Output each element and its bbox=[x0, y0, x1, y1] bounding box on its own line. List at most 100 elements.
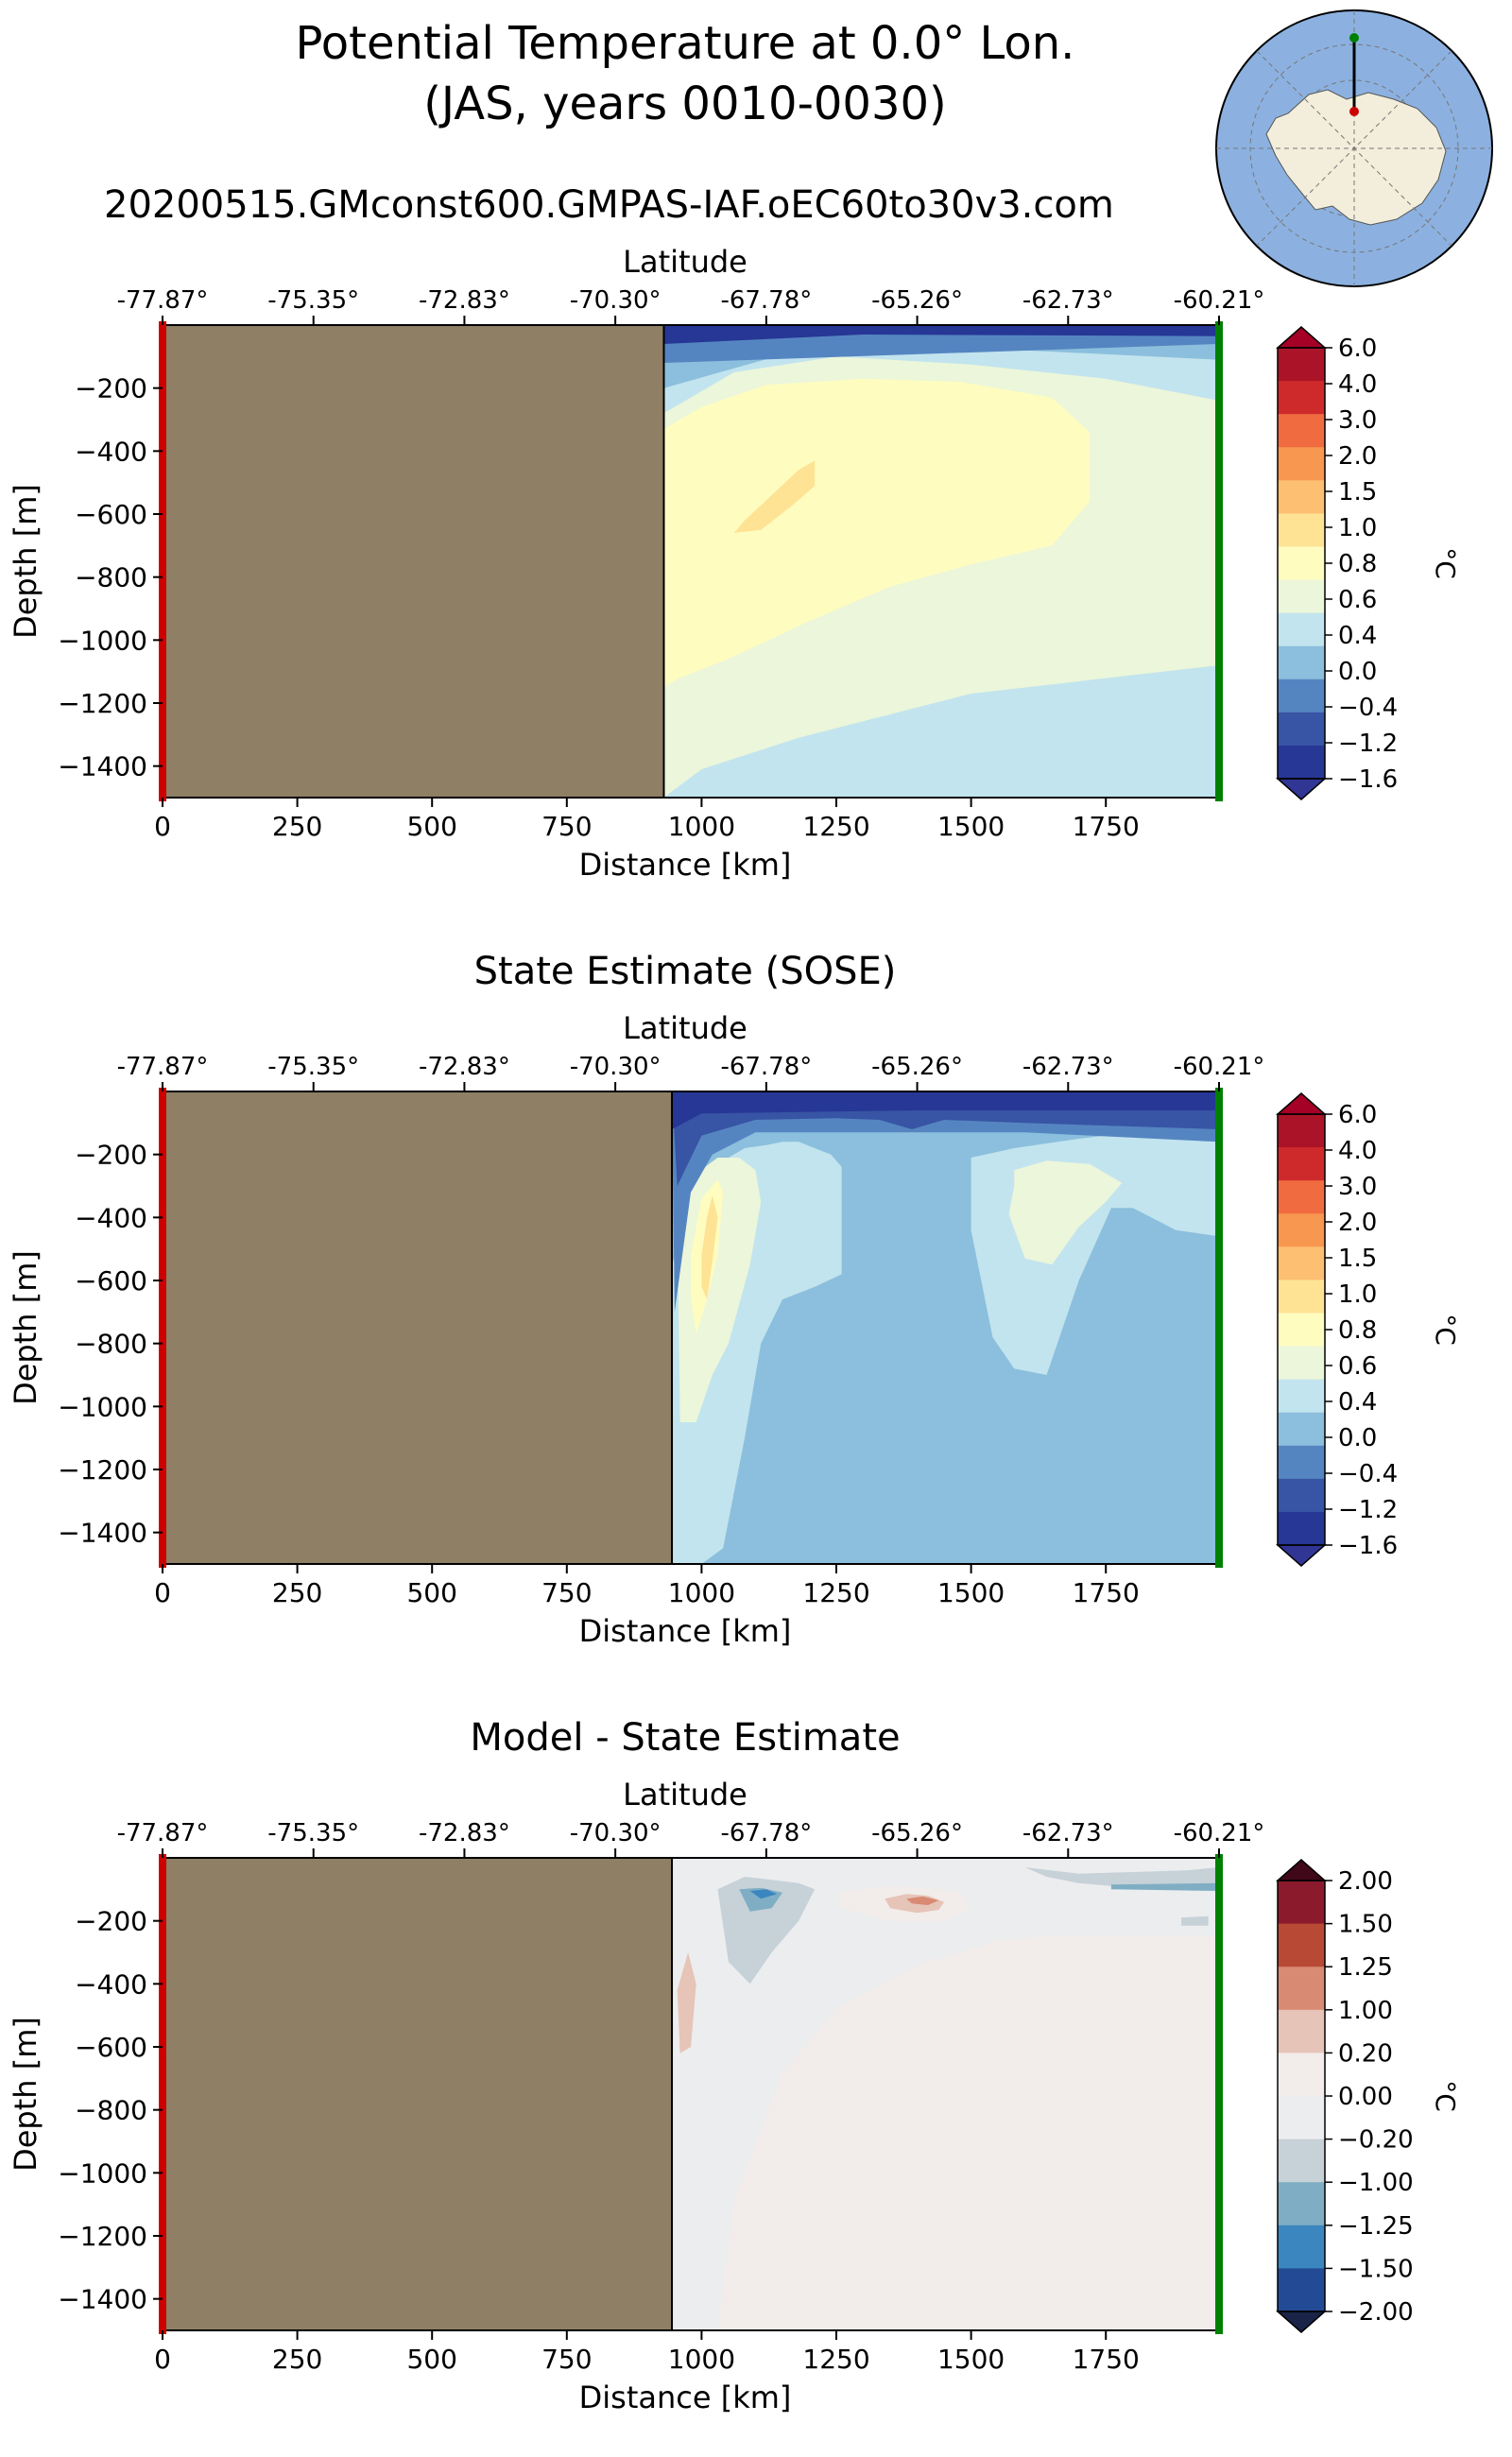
colorbar-segment bbox=[1278, 2096, 1325, 2140]
colorbar-segment bbox=[1278, 712, 1325, 747]
contour-region bbox=[717, 1936, 1219, 2330]
y-tick-label: −400 bbox=[75, 436, 147, 467]
colorbar-segment bbox=[1278, 1379, 1325, 1414]
x-tick-label: 250 bbox=[272, 1577, 322, 1608]
colorbar-tick-label: 4.0 bbox=[1338, 1137, 1377, 1165]
contour-region bbox=[1057, 1517, 1219, 1564]
transect-start-marker bbox=[159, 1088, 166, 1568]
y-tick-label: −1400 bbox=[58, 751, 147, 782]
colorbar-tick-label: 1.0 bbox=[1338, 514, 1377, 542]
colorbar-segment bbox=[1278, 2053, 1325, 2097]
colorbar-tick-label: 0.0 bbox=[1338, 1424, 1377, 1452]
transect-end-marker bbox=[1215, 1854, 1223, 2334]
x-tick-label: 1250 bbox=[802, 2344, 869, 2375]
y-tick-label: −1200 bbox=[58, 2221, 147, 2252]
colorbar-tick-label: −1.25 bbox=[1338, 2212, 1414, 2241]
latitude-tick-label: -67.78° bbox=[720, 286, 812, 315]
x-tick-label: 1500 bbox=[937, 2344, 1005, 2375]
y-axis-label: Depth [m] bbox=[8, 1250, 43, 1405]
transect-start-marker bbox=[159, 321, 166, 801]
land-mask bbox=[163, 325, 664, 798]
figure-title-line2: (JAS, years 0010-0030) bbox=[423, 77, 947, 130]
latitude-tick-label: -67.78° bbox=[720, 1053, 812, 1081]
x-axis-label: Distance [km] bbox=[579, 2380, 792, 2415]
colorbar-segment bbox=[1278, 381, 1325, 415]
latitude-tick-label: -70.30° bbox=[570, 286, 662, 315]
colorbar-segment bbox=[1278, 1412, 1325, 1447]
x-tick-label: 1750 bbox=[1073, 2344, 1140, 2375]
colorbar-segment bbox=[1278, 1246, 1325, 1280]
panel-sose: State Estimate (SOSE) 0 250 500 750 1000 1250 1… bbox=[8, 950, 1461, 1649]
latitude-tick-label: -72.83° bbox=[419, 286, 510, 315]
colorbar-segment bbox=[1278, 513, 1325, 547]
y-tick-label: −800 bbox=[75, 1329, 147, 1360]
y-tick-label: −400 bbox=[75, 1968, 147, 2000]
colorbar-extend-min bbox=[1276, 778, 1327, 800]
panel-model: 0 250 500 750 1000 1250 1500 1750 Distance [km] −… bbox=[8, 244, 1461, 883]
colorbar-segment bbox=[1278, 1881, 1325, 1925]
latitude-tick-label: -77.87° bbox=[117, 286, 209, 315]
colorbar-unit-label: °C bbox=[1430, 2080, 1461, 2112]
colorbar-tick-label: 0.20 bbox=[1338, 2039, 1393, 2068]
latitude-tick-label: -62.73° bbox=[1022, 286, 1114, 315]
colorbar-tick-label: 1.25 bbox=[1338, 1953, 1393, 1982]
colorbar-segment bbox=[1278, 1147, 1325, 1181]
colorbar-extend-min bbox=[1276, 2311, 1327, 2333]
colorbar-segment bbox=[1278, 745, 1325, 780]
colorbar-tick-label: 0.00 bbox=[1338, 2083, 1393, 2111]
location-inset-map bbox=[1215, 9, 1493, 287]
latitude-tick-label: -65.26° bbox=[871, 1819, 963, 1847]
colorbar-tick-label: −1.6 bbox=[1338, 1532, 1398, 1560]
colorbar-tick-label: −0.20 bbox=[1338, 2126, 1414, 2155]
colorbar-segment bbox=[1278, 2009, 1325, 2053]
x-tick-label: 750 bbox=[541, 1577, 592, 1608]
x-axis-label: Distance [km] bbox=[579, 847, 792, 883]
x-tick-label: 250 bbox=[272, 2344, 322, 2375]
colorbar-segment bbox=[1278, 480, 1325, 514]
colorbar-unit-label: °C bbox=[1430, 1314, 1461, 1346]
run-name: 20200515.GMconst600.GMPAS-IAF.oEC60to30v… bbox=[104, 183, 1114, 227]
contour-region bbox=[672, 1091, 1219, 1186]
colorbar-segment bbox=[1278, 1346, 1325, 1381]
latitude-tick-label: -75.35° bbox=[267, 286, 359, 315]
colorbar-tick-label: 2.00 bbox=[1338, 1867, 1393, 1896]
inset-graticule-meridian bbox=[1256, 50, 1452, 247]
x-tick-label: 1000 bbox=[668, 2344, 735, 2375]
colorbar-segment bbox=[1278, 1445, 1325, 1480]
colorbar-segment bbox=[1278, 2225, 1325, 2269]
x-tick-label: 500 bbox=[406, 811, 456, 842]
y-tick-label: −600 bbox=[75, 499, 147, 530]
latitude-tick-label: -67.78° bbox=[720, 1819, 812, 1847]
top-axis-label: Latitude bbox=[623, 1777, 747, 1813]
contour-region bbox=[1110, 1882, 1219, 1891]
contour-region bbox=[717, 1877, 816, 1984]
contour-region bbox=[749, 1889, 778, 1899]
top-axis-label: Latitude bbox=[623, 244, 747, 280]
latitude-tick-label: -75.35° bbox=[267, 1053, 359, 1081]
inset-transect-start-point bbox=[1349, 107, 1359, 116]
colorbar-tick-label: −1.2 bbox=[1338, 730, 1398, 758]
colorbar-segment bbox=[1278, 348, 1325, 382]
colorbar-segment bbox=[1278, 1923, 1325, 1967]
colorbar-segment bbox=[1278, 1213, 1325, 1247]
colorbar-tick-label: −1.50 bbox=[1338, 2255, 1414, 2283]
transect-start-marker bbox=[159, 1854, 166, 2334]
colorbar-tick-label: 2.0 bbox=[1338, 442, 1377, 471]
colorbar-segment bbox=[1278, 2139, 1325, 2183]
y-tick-label: −200 bbox=[75, 1140, 147, 1171]
colorbar-tick-label: 0.6 bbox=[1338, 1352, 1377, 1381]
x-tick-label: 0 bbox=[154, 811, 171, 842]
contour-region bbox=[663, 378, 1091, 688]
colorbar-tick-label: −1.00 bbox=[1338, 2169, 1414, 2197]
x-tick-label: 750 bbox=[541, 2344, 592, 2375]
colorbar-tick-label: 1.0 bbox=[1338, 1280, 1377, 1309]
y-tick-label: −800 bbox=[75, 2095, 147, 2126]
panel-title: State Estimate (SOSE) bbox=[474, 950, 897, 993]
colorbar-extend-max bbox=[1276, 326, 1327, 349]
latitude-tick-label: -62.73° bbox=[1022, 1819, 1114, 1847]
y-tick-label: −200 bbox=[75, 1906, 147, 1937]
colorbar-tick-label: 1.00 bbox=[1338, 1997, 1393, 2025]
colorbar-segment bbox=[1278, 679, 1325, 713]
contour-region bbox=[672, 1091, 1219, 1129]
